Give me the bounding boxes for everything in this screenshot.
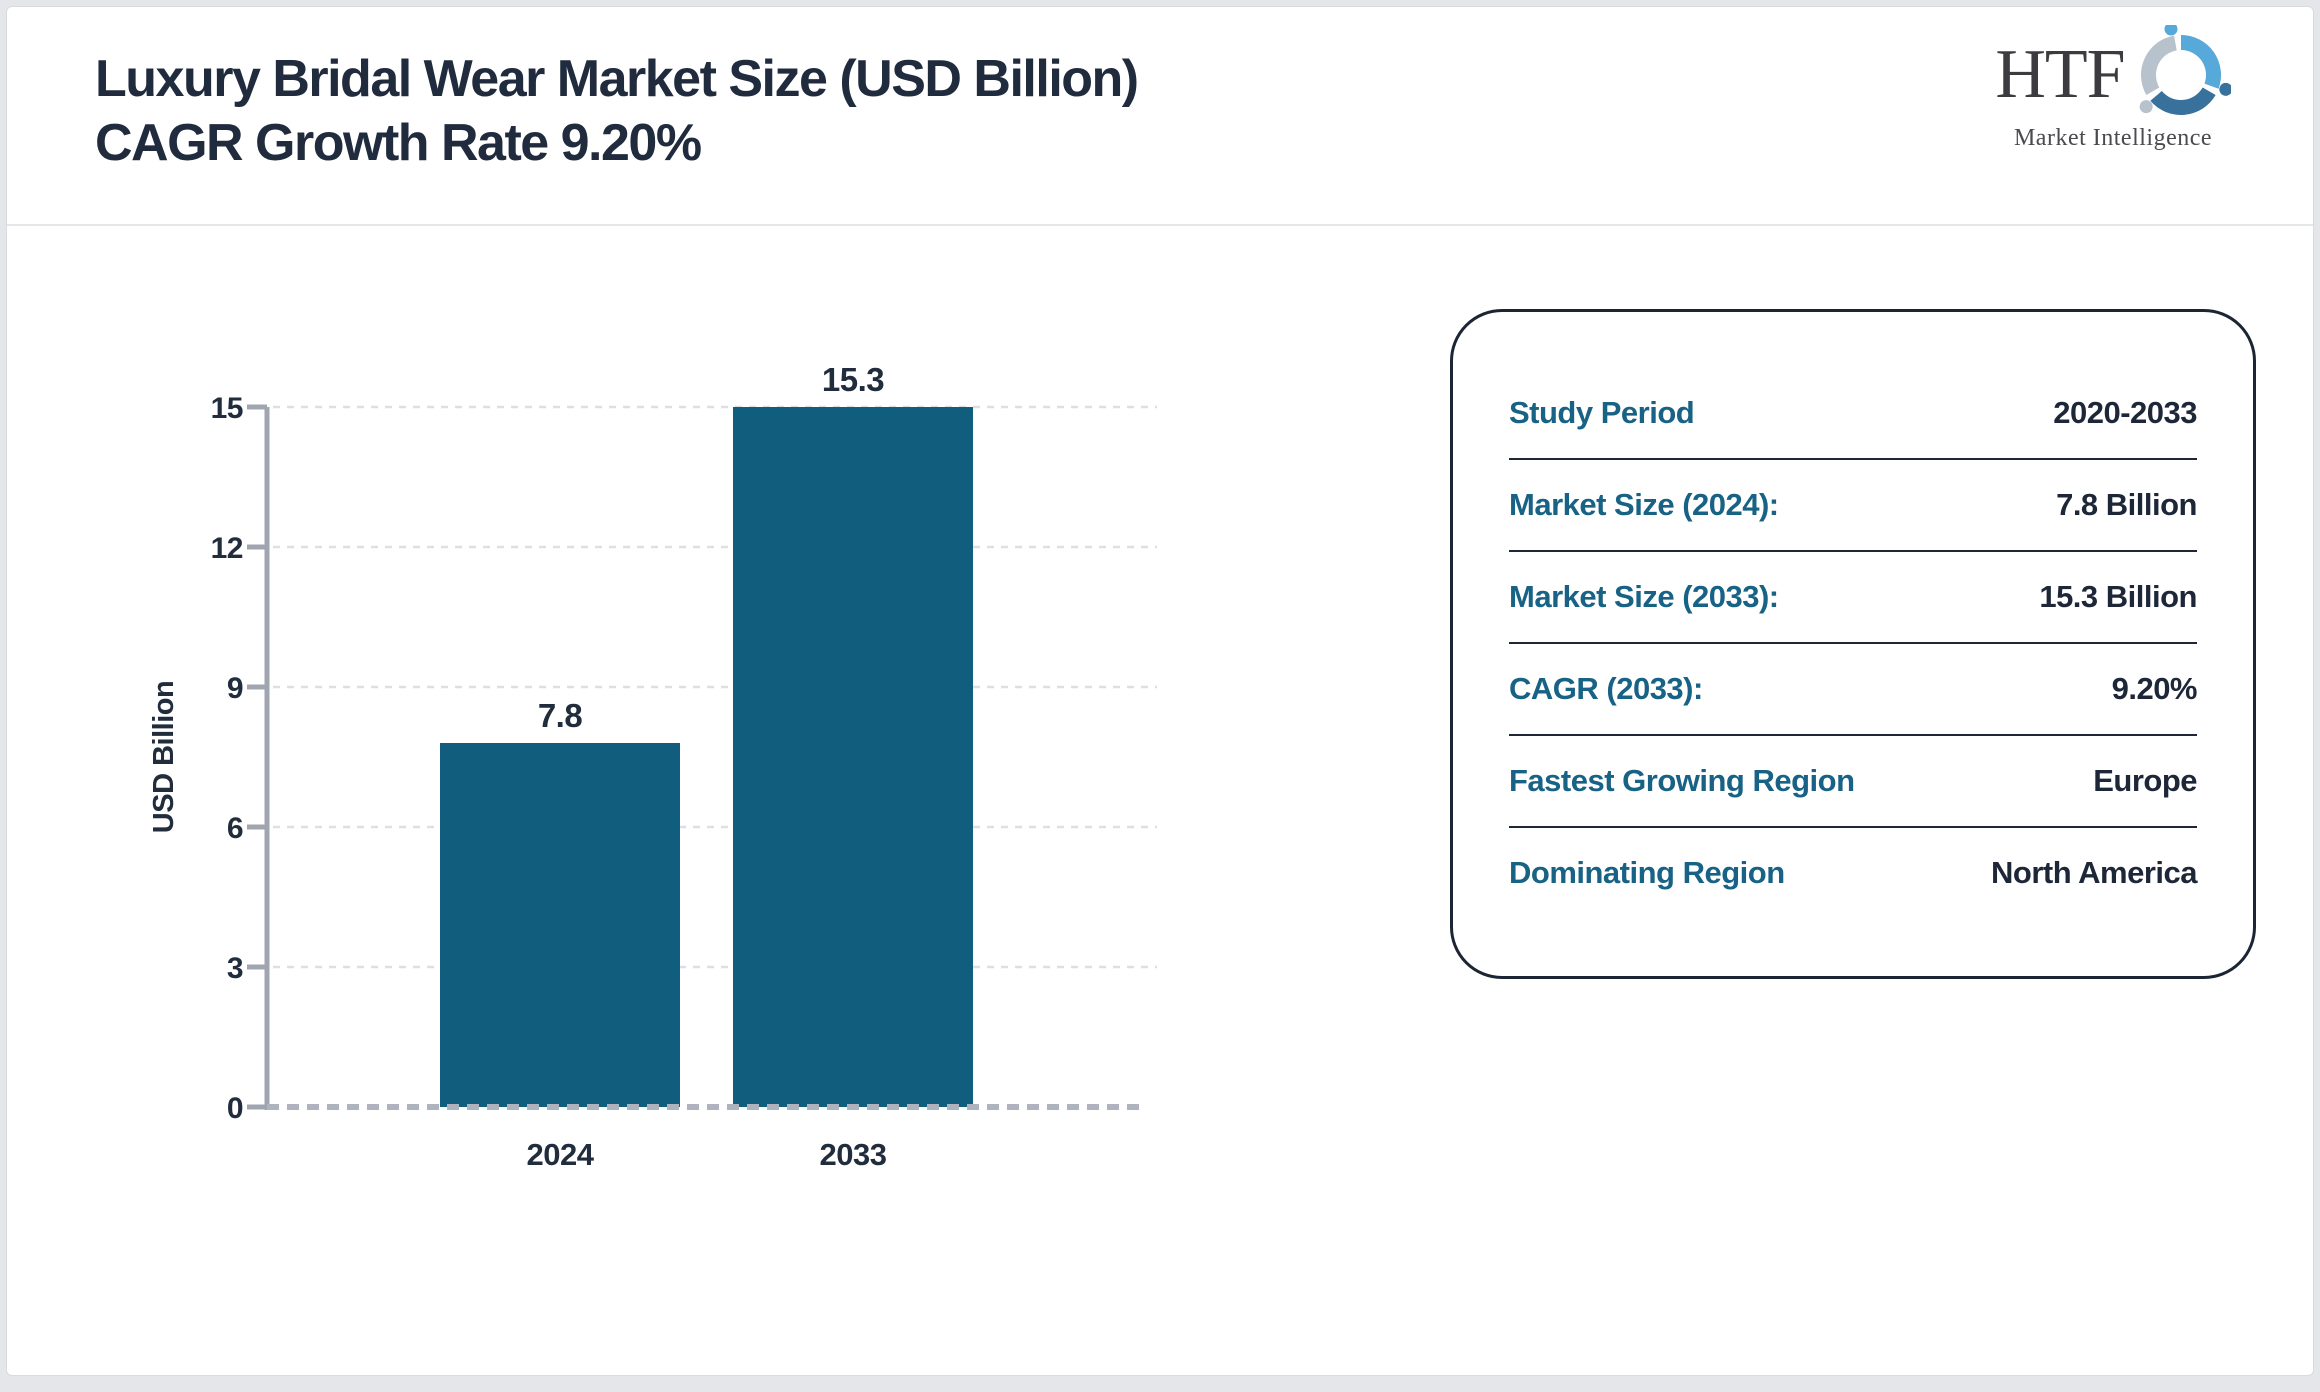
panel-separator: [1509, 734, 2197, 736]
swirl-swoosh: [2180, 34, 2221, 89]
swirl-head-dot: [2218, 82, 2231, 96]
panel-row-value: 7.8 Billion: [2056, 487, 2197, 522]
bar-chart: 0 3 6 9 12 15 7.8 2024 15.3 2033 USD Billion: [148, 361, 1157, 1172]
bar-value-label: 7.8: [538, 697, 583, 734]
panel-separator: [1509, 826, 2197, 828]
panel-row-label: Dominating Region: [1509, 855, 1785, 890]
panel-row-label: Fastest Growing Region: [1509, 763, 1855, 798]
x-category-label: 2033: [820, 1137, 887, 1172]
panel-separator: [1509, 550, 2197, 552]
y-tick-label: 9: [227, 672, 243, 705]
info-panel: Study Period 2020-2033 Market Size (2024…: [1450, 309, 2256, 979]
y-axis-title: USD Billion: [148, 681, 180, 833]
htf-swirl-icon: [2139, 25, 2231, 116]
panel-row-label: Market Size (2024):: [1509, 487, 1779, 522]
swirl-head-dot: [2164, 25, 2178, 36]
swirl-figure-right: [2149, 82, 2231, 116]
panel-row-value: North America: [1991, 855, 2197, 890]
panel-row-market-size-2033: Market Size (2033): 15.3 Billion: [1509, 552, 2197, 642]
header-divider: [7, 224, 2313, 226]
x-category-label: 2024: [527, 1137, 595, 1172]
y-tick-label: 0: [227, 1092, 243, 1125]
panel-row-value: 9.20%: [2111, 671, 2198, 706]
swirl-swoosh: [2149, 87, 2216, 116]
panel-row-value: 15.3 Billion: [2039, 579, 2197, 614]
swirl-head-dot: [2139, 100, 2153, 114]
y-tick-label: 3: [227, 952, 243, 985]
page-title: Luxury Bridal Wear Market Size (USD Bill…: [95, 47, 1139, 175]
htf-logo-text: HTF: [1995, 36, 2125, 113]
htf-logo: HTF Market Intelligence: [1983, 25, 2243, 152]
swirl-figure-left: [2139, 35, 2177, 114]
swirl-figure-top: [2164, 25, 2221, 89]
y-tick-label: 6: [227, 812, 243, 845]
swirl-swoosh: [2140, 35, 2177, 96]
y-tick-label: 12: [211, 532, 243, 565]
panel-row-market-size-2024: Market Size (2024): 7.8 Billion: [1509, 460, 2197, 550]
bar-2033: [733, 407, 973, 1107]
panel-row-value: 2020-2033: [2053, 395, 2197, 430]
panel-separator: [1509, 642, 2197, 644]
htf-logo-tagline: Market Intelligence: [2013, 125, 2213, 151]
page-title-line2: CAGR Growth Rate 9.20%: [95, 114, 702, 172]
y-tick-label: 15: [211, 392, 243, 425]
page-card: Luxury Bridal Wear Market Size (USD Bill…: [6, 6, 2314, 1376]
bar-2024: [440, 743, 680, 1107]
panel-row-label: CAGR (2033):: [1509, 671, 1703, 706]
panel-row-label: Study Period: [1509, 395, 1695, 430]
htf-logo-row: HTF: [1995, 25, 2231, 125]
panel-row-dominating-region: Dominating Region North America: [1509, 828, 2197, 918]
panel-row-cagr: CAGR (2033): 9.20%: [1509, 644, 2198, 734]
panel-row-study-period: Study Period 2020-2033: [1509, 368, 2197, 458]
panel-row-value: Europe: [2093, 763, 2197, 798]
page-title-line1: Luxury Bridal Wear Market Size (USD Bill…: [95, 50, 1139, 108]
bar-value-label: 15.3: [822, 361, 884, 398]
panel-row-fastest-growing-region: Fastest Growing Region Europe: [1509, 736, 2197, 826]
panel-row-label: Market Size (2033):: [1509, 579, 1779, 614]
panel-separator: [1509, 458, 2197, 460]
